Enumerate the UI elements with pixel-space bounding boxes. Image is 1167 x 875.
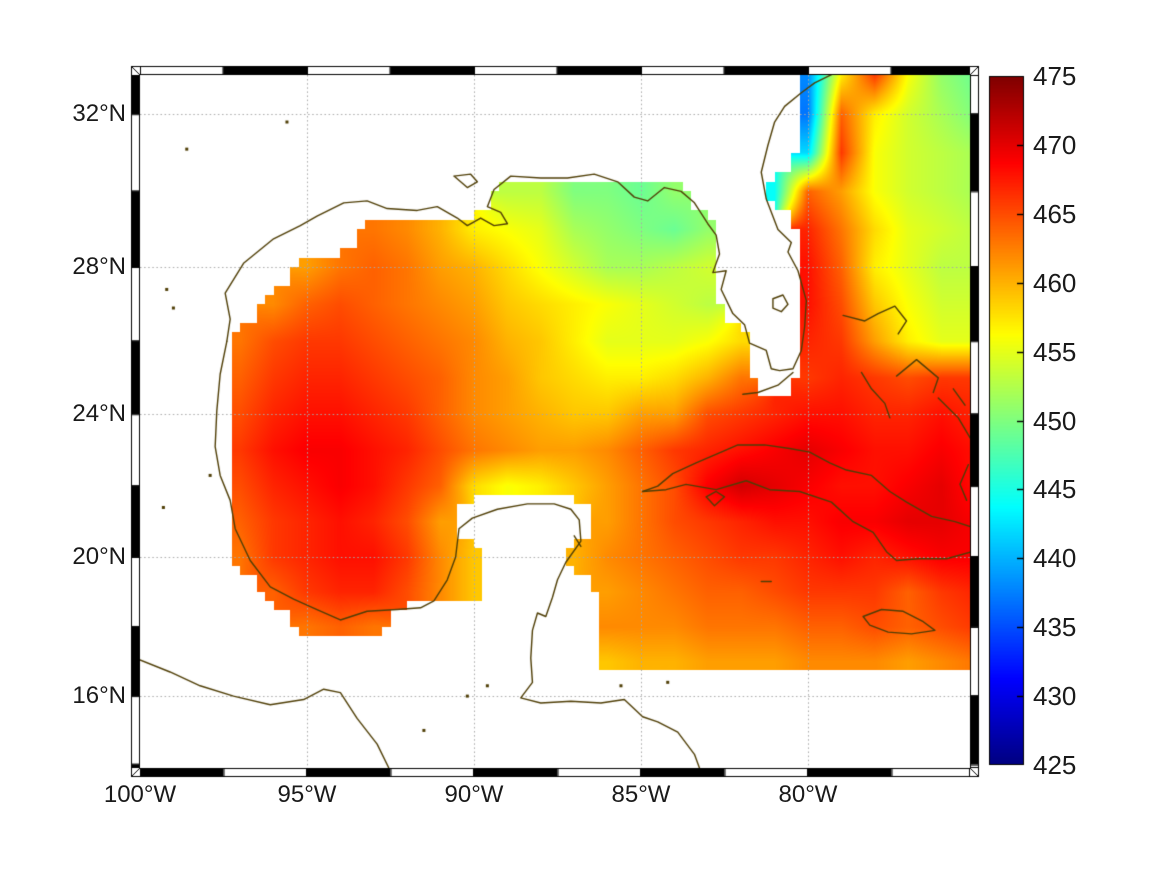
- colorbar-tick-label: 460: [1033, 267, 1077, 298]
- lat-tick-label: 24°N: [72, 400, 126, 428]
- colorbar-tick-label: 475: [1033, 61, 1077, 91]
- colorbar-tick-label: 455: [1033, 336, 1077, 367]
- colorbar-tick-label: 450: [1033, 405, 1077, 436]
- lat-tick-label: 28°N: [72, 253, 126, 281]
- lon-tick-label: 100°W: [103, 781, 177, 808]
- lat-tick-label: 20°N: [72, 542, 126, 570]
- colorbar-tick-label: 440: [1033, 543, 1077, 574]
- colorbar-tick-label: 465: [1033, 198, 1077, 229]
- colorbar-tick-label: 445: [1033, 474, 1077, 505]
- colorbar-tick-label: 435: [1033, 612, 1077, 643]
- lon-tick-label: 90°W: [444, 781, 504, 808]
- colorbar-tick-label: 430: [1033, 681, 1077, 712]
- lon-tick-label: 95°W: [277, 781, 337, 808]
- lat-tick-label: 32°N: [72, 100, 126, 128]
- lon-tick-label: 80°W: [778, 781, 838, 808]
- colorbar-tick-label: 425: [1033, 750, 1077, 780]
- colorbar-tick-label: 470: [1033, 129, 1077, 160]
- lat-tick-label: 16°N: [72, 682, 126, 710]
- lon-tick-label: 85°W: [611, 781, 671, 808]
